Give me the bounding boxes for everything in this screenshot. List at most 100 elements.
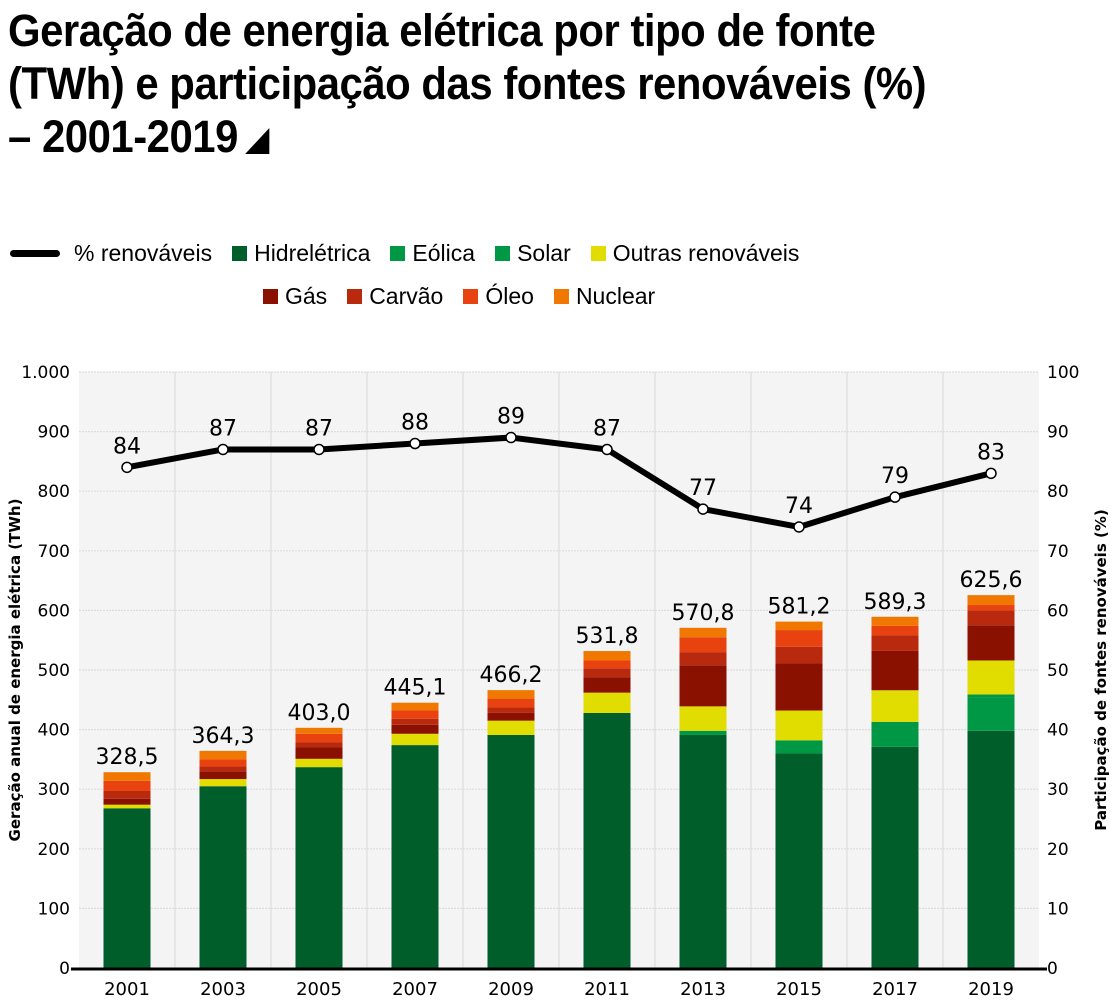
x-tick-label: 2019: [968, 979, 1014, 1000]
bar-segment-outras-renov-veis: [103, 804, 151, 809]
bar-segment-carv-o: [199, 766, 247, 772]
bar-stack: [103, 772, 151, 968]
line-swatch-icon: [10, 250, 60, 257]
line-point: [889, 491, 901, 503]
y-tick-label: 100: [38, 899, 70, 919]
line-point: [313, 443, 325, 456]
y-axis-left: 0 100 200 300 400 500 600 700 800 900 1.000: [21, 363, 70, 979]
bar-segment-hidrel-trica: [967, 730, 1015, 968]
x-tick-label: 2015: [776, 979, 822, 1000]
line-point-label: 84: [113, 434, 141, 459]
bar-segment-outras-renov-veis: [871, 690, 919, 722]
y2-axis-label: Participação de fontes renováveis (%): [1092, 509, 1110, 830]
y2-tick-label: 30: [1047, 780, 1069, 800]
line-point-label: 87: [305, 416, 333, 441]
bar-segment--leo: [871, 625, 919, 636]
x-tick-label: 2011: [584, 979, 630, 1000]
legend-item-outras: Outras renováveis: [590, 240, 799, 267]
bar-segment-hidrel-trica: [679, 734, 727, 968]
bar-segment--leo: [199, 759, 247, 767]
oleo-swatch-icon: [463, 289, 479, 304]
bar-segment-g-s: [487, 712, 535, 721]
bar-segment-hidrel-trica: [295, 767, 343, 968]
bar-segment-carv-o: [967, 610, 1015, 626]
x-tick-label: 2005: [296, 979, 342, 1000]
line-point-label: 88: [401, 411, 429, 436]
total-label: 328,5: [96, 745, 159, 770]
x-tick-label: 2013: [680, 979, 726, 1000]
bar-segment-hidrel-trica: [103, 808, 151, 968]
bar-segment--leo: [775, 630, 823, 647]
legend-item-oleo: Óleo: [463, 283, 534, 310]
y-tick-label: 500: [38, 661, 70, 681]
bar-segment--leo: [967, 605, 1015, 611]
outras-swatch-icon: [590, 246, 606, 261]
chart-title: Geração de energia elétrica por tipo de …: [8, 4, 1031, 163]
total-label: 403,0: [288, 701, 351, 726]
bar-segment-hidrel-trica: [199, 786, 247, 968]
title-line-2: (TWh) e participação das fontes renováve…: [8, 58, 927, 109]
bar-segment-e-lica: [967, 697, 1015, 731]
y-axis-right: 0 10 20 30 40 50 60 70 80 90 100: [1047, 363, 1079, 979]
bar-segment-outras-renov-veis: [487, 720, 535, 735]
total-label: 531,8: [576, 624, 639, 649]
bar-segment-carv-o: [487, 707, 535, 713]
bar-segment-nuclear: [391, 702, 439, 711]
y-tick-label: 600: [38, 601, 70, 621]
eolica-swatch-icon: [390, 246, 406, 261]
bar-segment--leo: [583, 660, 631, 669]
bar-segment-nuclear: [103, 772, 151, 781]
bar-segment-outras-renov-veis: [679, 706, 727, 731]
hidreletrica-swatch-icon: [232, 246, 248, 261]
y2-tick-label: 40: [1047, 721, 1069, 741]
bar-segment--leo: [103, 780, 151, 791]
bar-stack: [679, 627, 727, 968]
bar-stack: [775, 621, 823, 968]
x-tick-label: 2009: [488, 979, 534, 1000]
y2-tick-label: 0: [1047, 959, 1058, 979]
bar-segment-outras-renov-veis: [583, 692, 631, 713]
total-label: 570,8: [672, 601, 735, 626]
bar-stack: [583, 651, 631, 968]
legend-row-2: Gás Carvão Óleo Nuclear: [263, 283, 675, 310]
bar-segment-carv-o: [391, 718, 439, 725]
gridlines: [79, 371, 1039, 968]
bar-segment-outras-renov-veis: [295, 758, 343, 768]
legend-item-gas: Gás: [263, 283, 327, 310]
x-tick-label: 2003: [200, 979, 246, 1000]
solar-swatch-icon: [495, 246, 511, 261]
bar-segment-e-lica: [679, 730, 727, 735]
bars: [103, 595, 1015, 968]
bar-segment-hidrel-trica: [775, 753, 823, 968]
bar-segment-nuclear: [871, 616, 919, 626]
bar-segment--leo: [679, 637, 727, 653]
y-tick-label: 400: [38, 721, 70, 741]
x-tick-label: 2007: [392, 979, 438, 1000]
bar-stack: [967, 595, 1015, 968]
x-tick-label: 2001: [104, 979, 150, 1000]
carvao-swatch-icon: [347, 289, 363, 304]
bar-segment-solar: [967, 694, 1015, 698]
y2-tick-label: 20: [1047, 840, 1069, 860]
bar-segment-e-lica: [871, 721, 919, 747]
line-path: [126, 434, 992, 530]
nuclear-swatch-icon: [553, 289, 569, 304]
bar-segment-g-s: [103, 798, 151, 805]
bar-segment-hidrel-trica: [583, 712, 631, 968]
bar-segment-e-lica: [775, 740, 823, 754]
bar-segment--leo: [295, 733, 343, 743]
line-point: [985, 467, 997, 480]
bar-segment--leo: [391, 710, 439, 719]
line-point-label: 83: [977, 440, 1005, 465]
bar-stack: [391, 702, 439, 968]
total-label: 589,3: [864, 590, 927, 615]
legend-item-solar: Solar: [495, 240, 571, 267]
total-label: 445,1: [384, 676, 447, 701]
line-point: [793, 521, 805, 533]
bar-stack: [487, 690, 535, 968]
bar-segment-carv-o: [103, 790, 151, 799]
bar-segment-nuclear: [775, 621, 823, 631]
line-point-label: 77: [689, 476, 717, 501]
bar-segment-outras-renov-veis: [391, 733, 439, 746]
